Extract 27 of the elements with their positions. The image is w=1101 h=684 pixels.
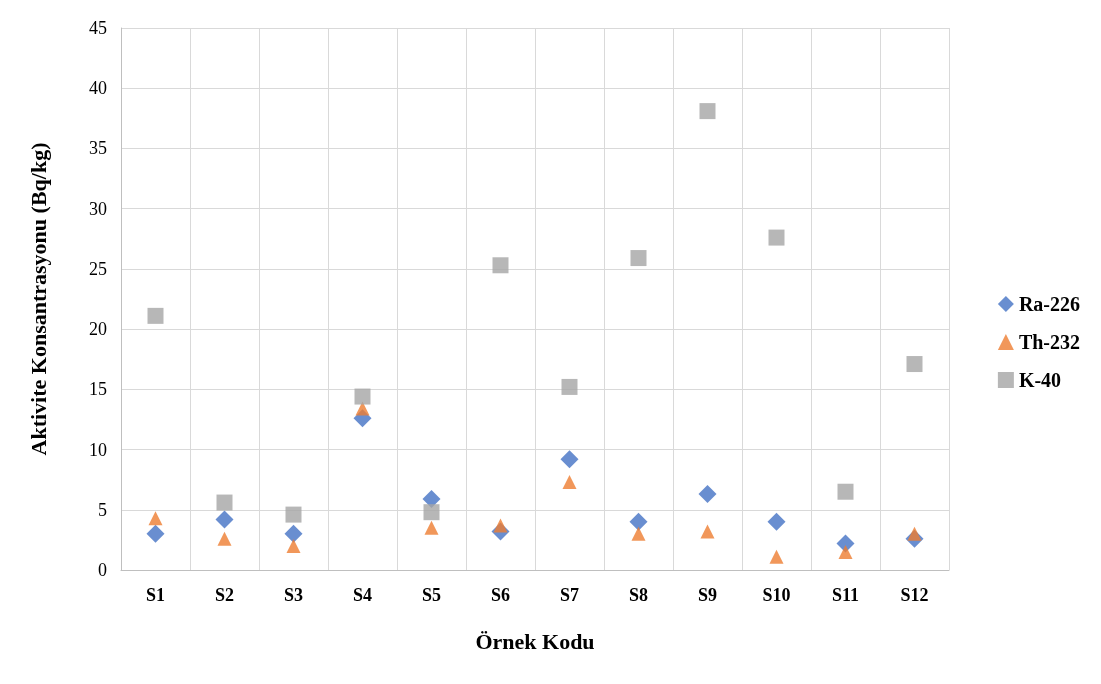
- x-tick-label: S4: [352, 585, 373, 605]
- y-tick-label: 0: [98, 560, 107, 580]
- y-tick-label: 20: [89, 319, 107, 340]
- x-tick-label: S5: [421, 585, 442, 605]
- x-tick-label: S6: [490, 585, 511, 605]
- x-tick-label: S1: [145, 585, 166, 605]
- x-axis-title: Örnek Kodu: [475, 628, 595, 654]
- y-tick-label: 10: [89, 439, 107, 460]
- y-tick-label: 5: [98, 499, 107, 520]
- legend-label: Th-232: [1018, 331, 1080, 353]
- y-tick-label: 45: [89, 18, 107, 38]
- y-tick-label: 15: [89, 379, 107, 400]
- legend-label: Ra-226: [1018, 293, 1080, 315]
- x-tick-label: S3: [283, 585, 304, 605]
- x-tick-label: S11: [831, 585, 860, 605]
- y-tick-label: 25: [89, 258, 107, 279]
- legend-label: K-40: [1018, 369, 1062, 391]
- x-tick-label: S10: [762, 585, 791, 605]
- y-tick-label: 30: [89, 198, 107, 219]
- x-tick-label: S9: [697, 585, 718, 605]
- x-tick-label: S12: [900, 585, 929, 605]
- x-tick-label: S2: [214, 585, 235, 605]
- y-axis-title: Aktivite Konsantrasyonu (Bq/kg): [25, 142, 51, 456]
- x-tick-label: S8: [628, 585, 649, 605]
- y-tick-label: 40: [89, 78, 107, 99]
- x-tick-label: S7: [559, 585, 580, 605]
- y-tick-label: 35: [89, 138, 107, 159]
